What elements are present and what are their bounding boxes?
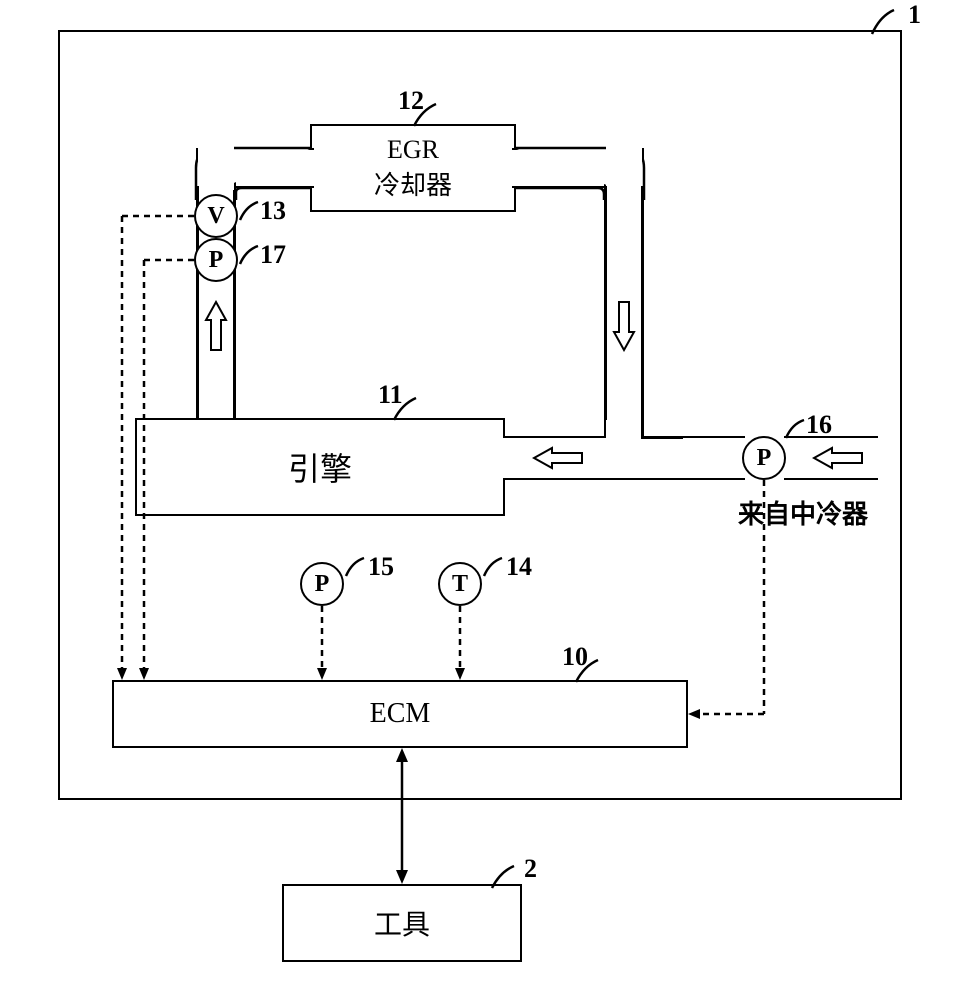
sensor-p-16: P bbox=[742, 436, 786, 480]
egr-cooler-label-2: 冷却器 bbox=[374, 165, 452, 202]
ref-num-15: 15 bbox=[368, 552, 394, 582]
ref-num-2: 2 bbox=[524, 854, 537, 884]
ref-num-16: 16 bbox=[806, 410, 832, 440]
dashed-t14-to-ecm bbox=[454, 606, 468, 684]
pipe-cover-2 bbox=[606, 145, 642, 189]
ref-num-14: 14 bbox=[506, 552, 532, 582]
ref-num-1: 1 bbox=[908, 0, 921, 30]
egr-cooler-label-1: EGR bbox=[387, 135, 439, 165]
ecm-label: ECM bbox=[370, 698, 431, 730]
flow-arrow-from-intercooler bbox=[812, 446, 864, 470]
sensor-t-14-letter: T bbox=[452, 571, 468, 598]
flow-arrow-down bbox=[612, 300, 636, 352]
ref-num-17: 17 bbox=[260, 240, 286, 270]
egr-cooler-box: EGR 冷却器 bbox=[310, 124, 516, 212]
ecm-box: ECM bbox=[112, 680, 688, 748]
ref-num-10: 10 bbox=[562, 642, 588, 672]
lead-line-1 bbox=[870, 6, 906, 36]
tool-box: 工具 bbox=[282, 884, 522, 962]
pipe-cover-3 bbox=[606, 436, 642, 439]
dashed-p15-to-ecm bbox=[316, 606, 330, 684]
valve-v-letter: V bbox=[207, 203, 224, 230]
sensor-p-15: P bbox=[300, 562, 344, 606]
pipe-right-to-engine bbox=[503, 436, 685, 480]
engine-label: 引擎 bbox=[288, 444, 352, 490]
sensor-p-17: P bbox=[194, 238, 238, 282]
pipe-cover-1 bbox=[198, 145, 234, 189]
flow-arrow-up bbox=[204, 300, 228, 352]
sensor-p-17-letter: P bbox=[209, 247, 224, 274]
valve-v: V bbox=[194, 194, 238, 238]
double-arrow-ecm-tool bbox=[394, 748, 410, 884]
pipe-intercooler-1 bbox=[683, 436, 745, 480]
flow-arrow-into-engine bbox=[532, 446, 584, 470]
dashed-p16-to-ecm bbox=[686, 480, 770, 724]
pipe-right-wall-2 bbox=[641, 186, 644, 436]
pipe-right-wall-1 bbox=[604, 186, 607, 420]
tool-label: 工具 bbox=[374, 903, 430, 943]
dashed-p17-to-ecm bbox=[138, 258, 200, 686]
sensor-p-15-letter: P bbox=[315, 571, 330, 598]
pipe-close-right bbox=[641, 436, 685, 439]
ref-num-11: 11 bbox=[378, 380, 403, 410]
ref-num-13: 13 bbox=[260, 196, 286, 226]
pipe-right-vertical bbox=[604, 148, 644, 436]
lead-line-2 bbox=[490, 862, 526, 890]
ref-num-12: 12 bbox=[398, 86, 424, 116]
sensor-p-16-letter: P bbox=[757, 445, 772, 472]
sensor-t-14: T bbox=[438, 562, 482, 606]
